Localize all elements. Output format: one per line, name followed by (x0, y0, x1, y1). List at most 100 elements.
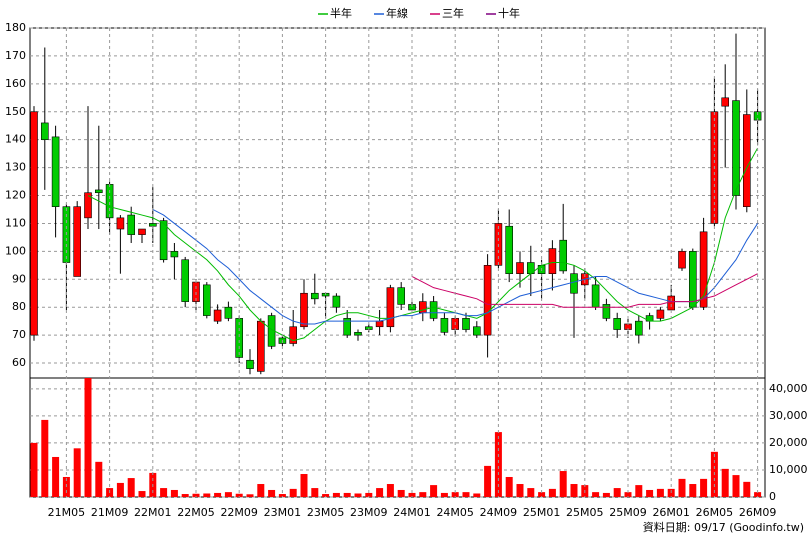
volume-bar (343, 492, 351, 497)
legend-label: 半年 (330, 6, 352, 20)
y2-tick-label: 10,000 (769, 463, 808, 476)
volume-bar (181, 494, 189, 497)
x-tick-label: 22M05 (177, 506, 215, 519)
volume-bar (484, 465, 492, 497)
volume-bar (559, 471, 567, 497)
volume-bar (570, 484, 578, 497)
volume-bar (116, 482, 124, 497)
volume-bar (268, 489, 276, 497)
volume-bar (548, 488, 556, 497)
candle-body (310, 292, 319, 300)
volume-bar (224, 492, 232, 497)
volume-bar (624, 492, 632, 497)
candle-body (386, 287, 395, 328)
volume-bar (721, 468, 729, 497)
x-tick-label: 26M05 (696, 506, 734, 519)
x-tick-label: 25M05 (566, 506, 604, 519)
volume-bar (322, 494, 330, 497)
volume-bar (138, 491, 146, 497)
volume-bar (376, 488, 384, 497)
candle-body (51, 136, 60, 207)
candle-body (505, 225, 514, 274)
candle-body (591, 284, 600, 308)
candle-body (462, 318, 470, 330)
candle-body (602, 304, 611, 319)
x-tick-label: 24M05 (436, 506, 474, 519)
volume-bar (732, 475, 740, 497)
candle-body (105, 184, 114, 219)
y2-tick-label: 0 (769, 490, 776, 503)
volume-bar (397, 489, 405, 497)
volume-bar (430, 485, 438, 497)
volume-bar (127, 478, 135, 497)
candle-body (688, 251, 697, 308)
volume-bar (440, 492, 448, 497)
volume-bar (41, 419, 49, 497)
candle-body (116, 217, 125, 230)
volume-bar (235, 493, 243, 497)
volume-bar (203, 493, 211, 497)
volume-bar (635, 485, 643, 497)
volume-bar (743, 481, 751, 497)
volume-bar (73, 448, 81, 497)
candle-body (559, 239, 568, 272)
x-tick-label: 26M01 (652, 506, 690, 519)
y-tick-label: 120 (5, 189, 26, 202)
candle-body (375, 320, 384, 328)
volume-bar (689, 484, 697, 497)
price-panel (29, 27, 766, 379)
x-tick-label: 24M01 (393, 506, 431, 519)
y-tick-label: 70 (12, 328, 26, 341)
candle-body (203, 284, 211, 316)
candle-body (732, 100, 740, 196)
candle-body (213, 309, 222, 322)
volume-bar (300, 474, 308, 497)
volume-bar (538, 492, 546, 497)
candle-body (95, 189, 103, 194)
candle-body (30, 111, 38, 336)
x-tick-label: 25M09 (609, 506, 647, 519)
ma-line (411, 273, 758, 308)
candle-body (721, 97, 730, 107)
volume-bar (354, 493, 362, 497)
candle-body (181, 259, 189, 302)
volume-bar (214, 492, 222, 497)
candle-body (699, 231, 708, 308)
volume-bar (646, 489, 654, 497)
volume-bar (408, 492, 416, 497)
y-tick-label: 170 (5, 49, 26, 62)
volume-bar (311, 488, 319, 497)
y-tick-label: 90 (12, 272, 26, 285)
volume-bar (257, 484, 265, 497)
candle-body (548, 248, 557, 274)
ma-line (87, 147, 759, 342)
volume-panel (29, 377, 766, 498)
volume-bar (419, 492, 427, 497)
candle-body (397, 287, 406, 305)
candle-body (289, 326, 298, 344)
volume-bar (332, 492, 340, 497)
x-tick-label: 25M01 (523, 506, 561, 519)
candle-body (224, 306, 233, 319)
y-tick-label: 80 (12, 300, 26, 313)
y-tick-label: 180 (5, 21, 26, 34)
legend-label: 年線 (386, 6, 408, 20)
candle-body (429, 301, 438, 319)
y-tick-label: 150 (5, 105, 26, 118)
volume-bar (84, 378, 92, 497)
volume-bar (516, 484, 524, 497)
volume-bar (462, 492, 470, 497)
y2-tick-label: 40,000 (769, 382, 808, 395)
volume-bar (613, 488, 621, 497)
candle-body (159, 220, 168, 261)
candle-body (332, 295, 341, 308)
y-tick-label: 100 (5, 244, 26, 257)
candle-body (73, 206, 81, 277)
y-tick-label: 130 (5, 161, 26, 174)
x-tick-label: 23M01 (264, 506, 302, 519)
y2-tick-label: 30,000 (769, 409, 808, 422)
candle-body (84, 192, 92, 219)
volume-bar (170, 489, 178, 497)
x-tick-label: 23M09 (350, 506, 388, 519)
